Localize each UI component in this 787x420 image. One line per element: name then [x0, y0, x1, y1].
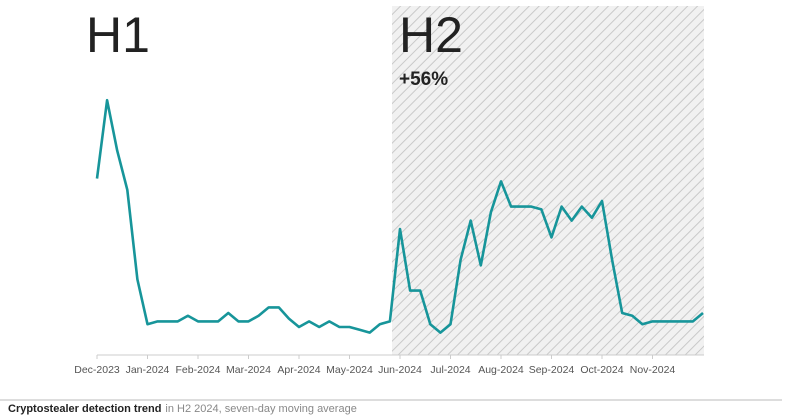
caption-title: Cryptostealer detection trend	[8, 403, 161, 415]
x-tick-label: Jan-2024	[126, 364, 170, 376]
x-tick-label: Nov-2024	[630, 364, 676, 376]
change-label: +56%	[399, 69, 448, 90]
x-tick-label: Jul-2024	[430, 364, 470, 376]
plot: Dec-2023 Jan-2024 Feb-2024 Mar-2024 Apr-2024…	[74, 98, 704, 376]
x-tick-label: Feb-2024	[176, 364, 221, 376]
series-line	[95, 98, 704, 334]
h2-shade	[392, 6, 704, 355]
caption-subtitle: in H2 2024, seven-day moving average	[165, 403, 356, 415]
x-tick-label: Sep-2024	[529, 364, 575, 376]
x-tick-label: May-2024	[326, 364, 373, 376]
h2-label: H2	[399, 7, 463, 63]
x-tick-label: Aug-2024	[478, 364, 524, 376]
x-tick-label: Apr-2024	[277, 364, 320, 376]
x-tick-label: Oct-2024	[580, 364, 623, 376]
caption: Cryptostealer detection trend in H2 2024,…	[8, 403, 357, 415]
x-tick-label: Jun-2024	[378, 364, 422, 376]
h1-label: H1	[86, 7, 150, 63]
x-tick-label: Mar-2024	[226, 364, 271, 376]
x-tick-label: Dec-2023	[74, 364, 120, 376]
